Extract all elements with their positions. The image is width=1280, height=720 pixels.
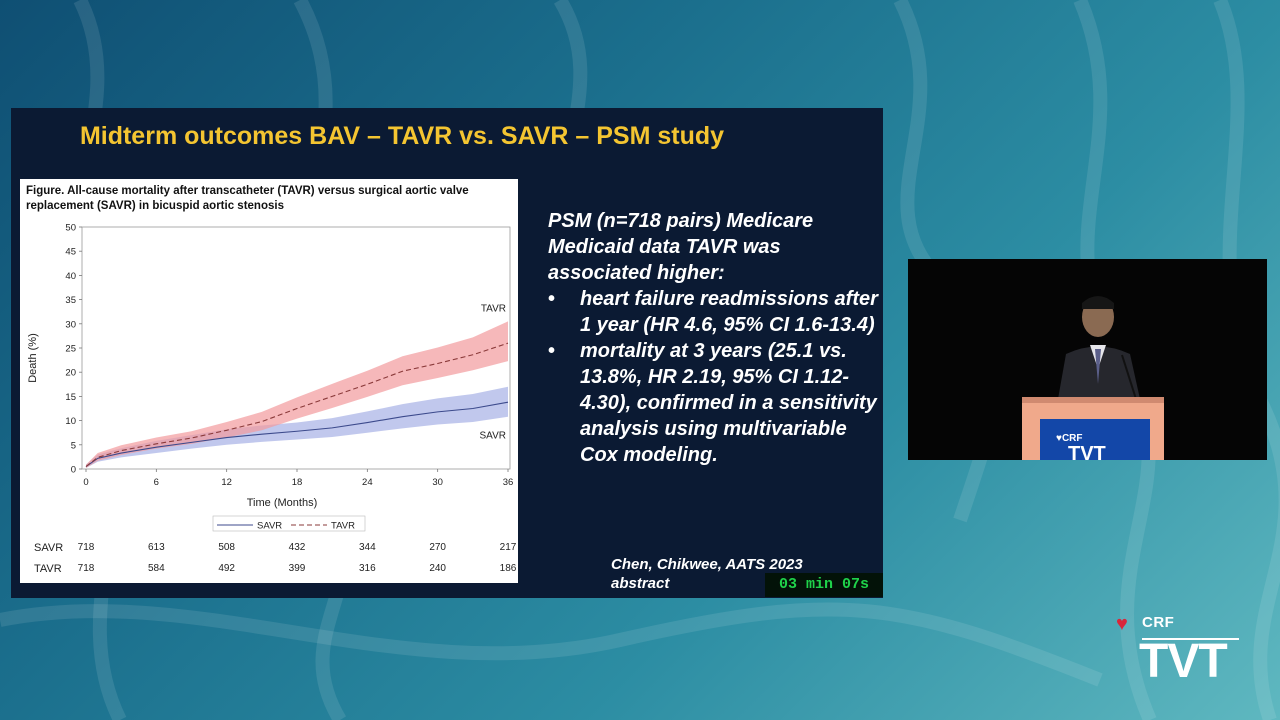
series-end-label: SAVR: [480, 431, 507, 442]
bullet-icon: •: [548, 340, 556, 362]
logo-tvt-text: TVT: [1139, 635, 1228, 688]
y-tick-label: 10: [65, 416, 76, 427]
risk-row-label: TAVR: [34, 563, 62, 575]
bullet-text: mortality at 3 years (25.1 vs. 13.8%, HR…: [580, 340, 877, 466]
y-tick-label: 15: [65, 392, 76, 403]
risk-row-label: SAVR: [34, 542, 64, 554]
risk-cell: 316: [358, 563, 376, 574]
crf-tvt-logo: ♥ CRF TVT: [1112, 612, 1252, 692]
speaker-figure: [1058, 296, 1140, 399]
legend-box: [212, 515, 366, 532]
x-tick-label: 30: [432, 477, 443, 488]
bullet-text: heart failure readmissions after 1 year …: [580, 288, 878, 336]
ci-band-tavr: [86, 321, 508, 469]
y-tick-label: 30: [65, 319, 76, 330]
risk-cell: 270: [429, 542, 446, 553]
y-tick-label: 20: [65, 368, 76, 379]
risk-cell: 344: [358, 542, 376, 553]
logo-divider: [1142, 638, 1239, 640]
summary-text: PSM (n=718 pairs) Medicare Medicaid data…: [548, 208, 888, 468]
summary-bullet: • heart failure readmissions after 1 yea…: [548, 286, 888, 338]
speaker-video-frame: ♥CRF TVT: [908, 259, 1267, 460]
figure-panel: Figure. All-cause mortality after transc…: [20, 179, 518, 583]
risk-cell: 718: [77, 563, 95, 574]
series-line-savr: [85, 401, 509, 468]
podium: ♥CRF TVT: [1022, 397, 1164, 460]
summary-intro: PSM (n=718 pairs) Medicare Medicaid data…: [548, 210, 814, 284]
presentation-timer: 03 min 07s: [765, 573, 883, 597]
citation: Chen, Chikwee, AATS 2023 abstract: [611, 556, 803, 592]
heart-icon: ♥: [1116, 613, 1128, 635]
y-tick-label: 25: [65, 344, 76, 355]
y-axis-label: Death (%): [27, 333, 39, 383]
y-tick-label: 50: [65, 223, 76, 234]
logo-crf-text: CRF: [1142, 614, 1175, 631]
mortality-chart: 0 5 10 15 20 25 30 35 40 45 50 0 6 12 18 24 30 36 Time (Mo…: [27, 223, 514, 532]
series-line-tavr: [85, 342, 509, 468]
series-end-label: TAVR: [481, 303, 506, 314]
risk-row-savr: SAVR 718 613 508 432 344 270 217: [20, 542, 518, 560]
risk-row-tavr: TAVR 718 584 492 399 316 240 186: [20, 563, 518, 581]
y-tick-label: 5: [71, 440, 76, 451]
x-tick-label: 0: [83, 477, 88, 488]
risk-cell: 432: [288, 542, 306, 553]
x-axis-label: Time (Months): [247, 497, 318, 509]
x-tick-label: 36: [503, 477, 514, 488]
svg-text:♥CRF: ♥CRF: [1056, 433, 1083, 444]
risk-cell: 240: [429, 563, 446, 574]
y-tick-label: 35: [65, 295, 76, 306]
ci-band-savr: [86, 386, 508, 469]
legend-label-savr: SAVR: [257, 521, 282, 532]
risk-cell: 584: [147, 563, 165, 574]
risk-cell: 186: [499, 563, 517, 574]
summary-bullet: • mortality at 3 years (25.1 vs. 13.8%, …: [548, 338, 888, 468]
risk-cell: 508: [218, 542, 235, 553]
summary-bullets: • heart failure readmissions after 1 yea…: [548, 286, 888, 468]
risk-cell: 718: [77, 542, 95, 553]
legend-label-tavr: TAVR: [331, 521, 355, 532]
risk-cell: 399: [288, 563, 306, 574]
presentation-slide: Midterm outcomes BAV – TAVR vs. SAVR – P…: [11, 108, 883, 598]
slide-title: Midterm outcomes BAV – TAVR vs. SAVR – P…: [79, 122, 725, 150]
x-tick-label: 24: [362, 477, 373, 488]
speaker-video: ♥CRF TVT: [908, 259, 1267, 460]
risk-cell: 492: [218, 563, 235, 574]
risk-cell: 217: [499, 542, 517, 553]
y-tick-label: 40: [65, 271, 76, 282]
risk-cell: 613: [147, 542, 165, 553]
y-tick-label: 45: [65, 247, 76, 258]
x-tick-label: 6: [154, 477, 159, 488]
x-tick-label: 18: [292, 477, 303, 488]
x-tick-label: 12: [221, 477, 232, 488]
figure-caption: Figure. All-cause mortality after transc…: [26, 185, 469, 212]
y-tick-label: 0: [71, 465, 76, 476]
bullet-icon: •: [548, 288, 556, 310]
svg-text:TVT: TVT: [1068, 443, 1106, 460]
numbers-at-risk-table: SAVR 718 613 508 432 344 270 217 TAVR 718 584 492 39…: [20, 538, 518, 583]
